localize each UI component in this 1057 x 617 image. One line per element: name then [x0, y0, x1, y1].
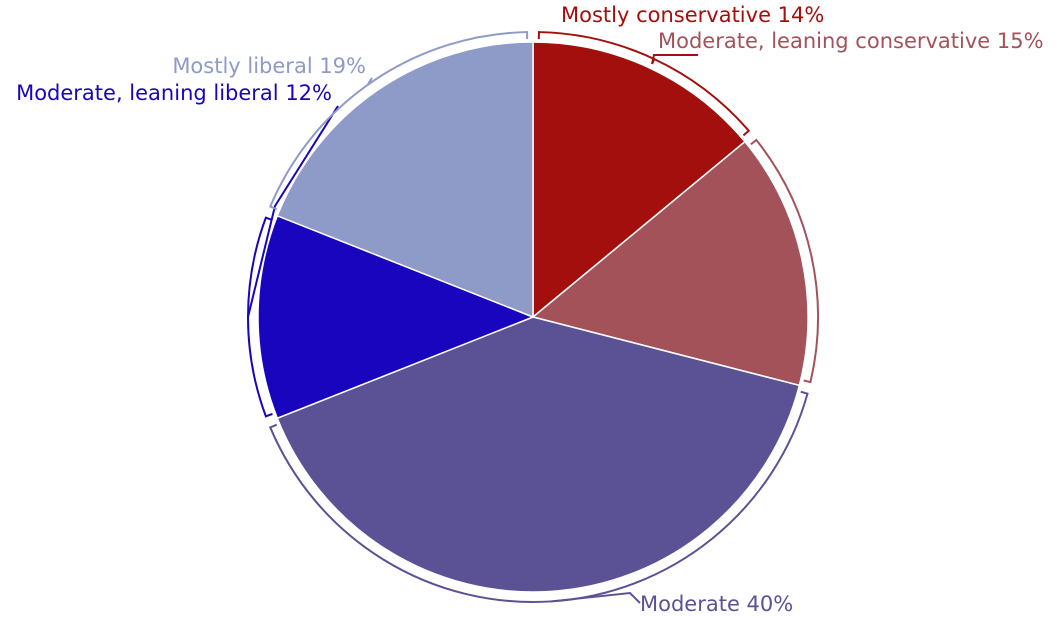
- connector-mostly-liberal: [367, 77, 374, 85]
- label-moderate-leaning-liberal: Moderate, leaning liberal 12%: [16, 81, 332, 105]
- label-moderate-leaning-conservative: Moderate, leaning conservative 15%: [658, 29, 1044, 53]
- label-mostly-conservative: Mostly conservative 14%: [561, 3, 824, 27]
- slice-labels: Mostly conservative 14%Moderate, leaning…: [16, 3, 1044, 616]
- connector-mostly-conservative: [651, 54, 698, 65]
- label-mostly-liberal: Mostly liberal 19%: [172, 54, 366, 78]
- connector-moderate-leaning-liberal: [247, 105, 339, 318]
- label-leaders: [247, 31, 819, 604]
- slice-moderate: [276, 316, 801, 593]
- slice-moderate-leaning-conservative: [531, 140, 809, 387]
- pie-slices: [257, 41, 809, 593]
- label-moderate: Moderate 40%: [640, 592, 793, 616]
- slice-mostly-liberal: [276, 41, 534, 319]
- slice-mostly-conservative: [532, 41, 746, 319]
- connector-moderate: [550, 591, 641, 604]
- slice-moderate-leaning-liberal: [257, 214, 536, 420]
- bracket-moderate-leaning-conservative: [750, 138, 819, 384]
